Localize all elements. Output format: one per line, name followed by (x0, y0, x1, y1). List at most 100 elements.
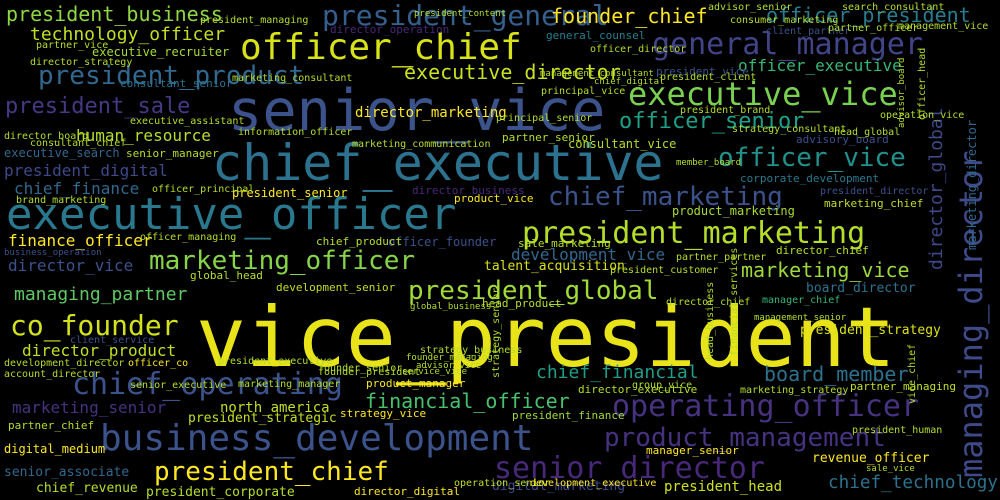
word: operation_vice (880, 110, 965, 121)
word: president_client (660, 72, 757, 83)
word: sale_marketing (518, 237, 611, 250)
word: client_service (70, 335, 155, 346)
word: development_executive (530, 478, 657, 489)
word: marketing_director (965, 119, 979, 250)
word: head_product (482, 297, 562, 310)
word: business_operation (4, 248, 102, 258)
word: president_sale (5, 94, 191, 119)
word: human_resource (76, 126, 211, 145)
word: client_partner (766, 26, 851, 37)
word: senior_vice (228, 78, 606, 144)
word: president_strategy (800, 323, 941, 338)
word: officer_head (917, 47, 928, 120)
word: senior_executive (130, 380, 227, 391)
word: brand_marketing (16, 195, 107, 206)
word: manager_senior (646, 444, 739, 457)
word: management_senior (754, 313, 847, 323)
word: president_product (38, 61, 305, 91)
word: manager_chief (762, 295, 841, 306)
word: general_manager (652, 27, 923, 62)
word: president_corporate (146, 485, 295, 500)
word: director_operation (330, 23, 450, 36)
word: president_customer (610, 265, 719, 276)
word: principal_vice (541, 86, 626, 97)
word: partner_senior (502, 131, 595, 144)
word: director_chief (776, 244, 869, 257)
word: managing_partner (14, 284, 188, 305)
word: marketing_vice (741, 258, 910, 282)
word: consultant_vice (568, 137, 677, 151)
word: executive_officer (6, 189, 457, 240)
word: technology_officer (30, 24, 226, 45)
word: president_business (6, 2, 223, 26)
word: sale_vice (866, 464, 915, 474)
word: president_human (852, 425, 943, 436)
word: talent_acquisition (484, 259, 625, 274)
word: founder_senior (318, 363, 403, 374)
word: executive_vice (628, 75, 898, 113)
word: partner_chief (8, 419, 95, 432)
word: president_strategic (188, 411, 337, 426)
word: president_global (408, 276, 659, 306)
word: president_content (414, 9, 507, 19)
word: information_officer (238, 127, 353, 138)
word: director_executive (578, 383, 698, 396)
word: founder_president (318, 367, 421, 378)
word: marketing_officer (149, 246, 416, 276)
word: chief_marketing (548, 182, 783, 212)
word: head_business (705, 281, 716, 360)
word: officer_chief (240, 27, 522, 68)
word: service_vice (402, 367, 468, 377)
word: advisor_vice (416, 361, 482, 371)
word: advisor_board (897, 57, 907, 128)
word: officer_co (128, 358, 189, 369)
word: founder_managing (406, 353, 493, 363)
word: partner_managing (850, 380, 956, 393)
word: consultant_senior (120, 77, 233, 90)
word: product_manager (366, 377, 466, 390)
word: marketing_senior (12, 398, 167, 417)
word: president_digital (4, 161, 168, 180)
word: president_director (820, 186, 929, 197)
word: partner_officer (828, 23, 919, 34)
word: chief_technology (828, 473, 998, 493)
word: marketing_chief (824, 197, 924, 210)
word: group_vice (632, 380, 693, 391)
word: principal_senior (496, 113, 593, 124)
word: director_vice (8, 256, 134, 275)
word: development_vice (511, 245, 666, 264)
word: digital_medium (4, 442, 106, 456)
word: product_management (604, 423, 886, 453)
word: chief_digital (594, 77, 665, 87)
word: president_managing (200, 15, 309, 26)
word: president_senior (232, 186, 348, 200)
word: strategy_senior (491, 287, 502, 378)
word: account_director (4, 369, 101, 380)
word: business_development (100, 418, 534, 459)
word: operation_senior (454, 478, 551, 489)
word: vice_chief (907, 343, 918, 404)
word: management_consultant (540, 69, 654, 79)
word: marketing_strategy (740, 385, 849, 396)
word: chief_executive (212, 134, 664, 192)
word: global_head (190, 269, 263, 282)
word: global_business (410, 302, 492, 312)
word: officer_executive (738, 56, 902, 75)
word: revenue_officer (812, 451, 930, 466)
word: senior_manager (126, 147, 219, 160)
word: officer_managing (140, 232, 237, 243)
word: president_marketing (522, 216, 866, 251)
word: director_digital (354, 485, 460, 498)
word: finance_officer (8, 231, 153, 250)
word: president_executive (218, 356, 333, 367)
word: director_board (4, 131, 89, 142)
word: president_vice (656, 65, 749, 78)
word: financial_services (729, 247, 740, 356)
word: vice_president (196, 289, 896, 386)
word: general_counsel (546, 29, 646, 42)
word: chief_finance (14, 179, 140, 198)
word: search_consultant (842, 2, 945, 13)
word: officer_director (590, 44, 687, 55)
word: senior_associate (4, 465, 130, 480)
word: strategy_consultant (732, 124, 847, 135)
